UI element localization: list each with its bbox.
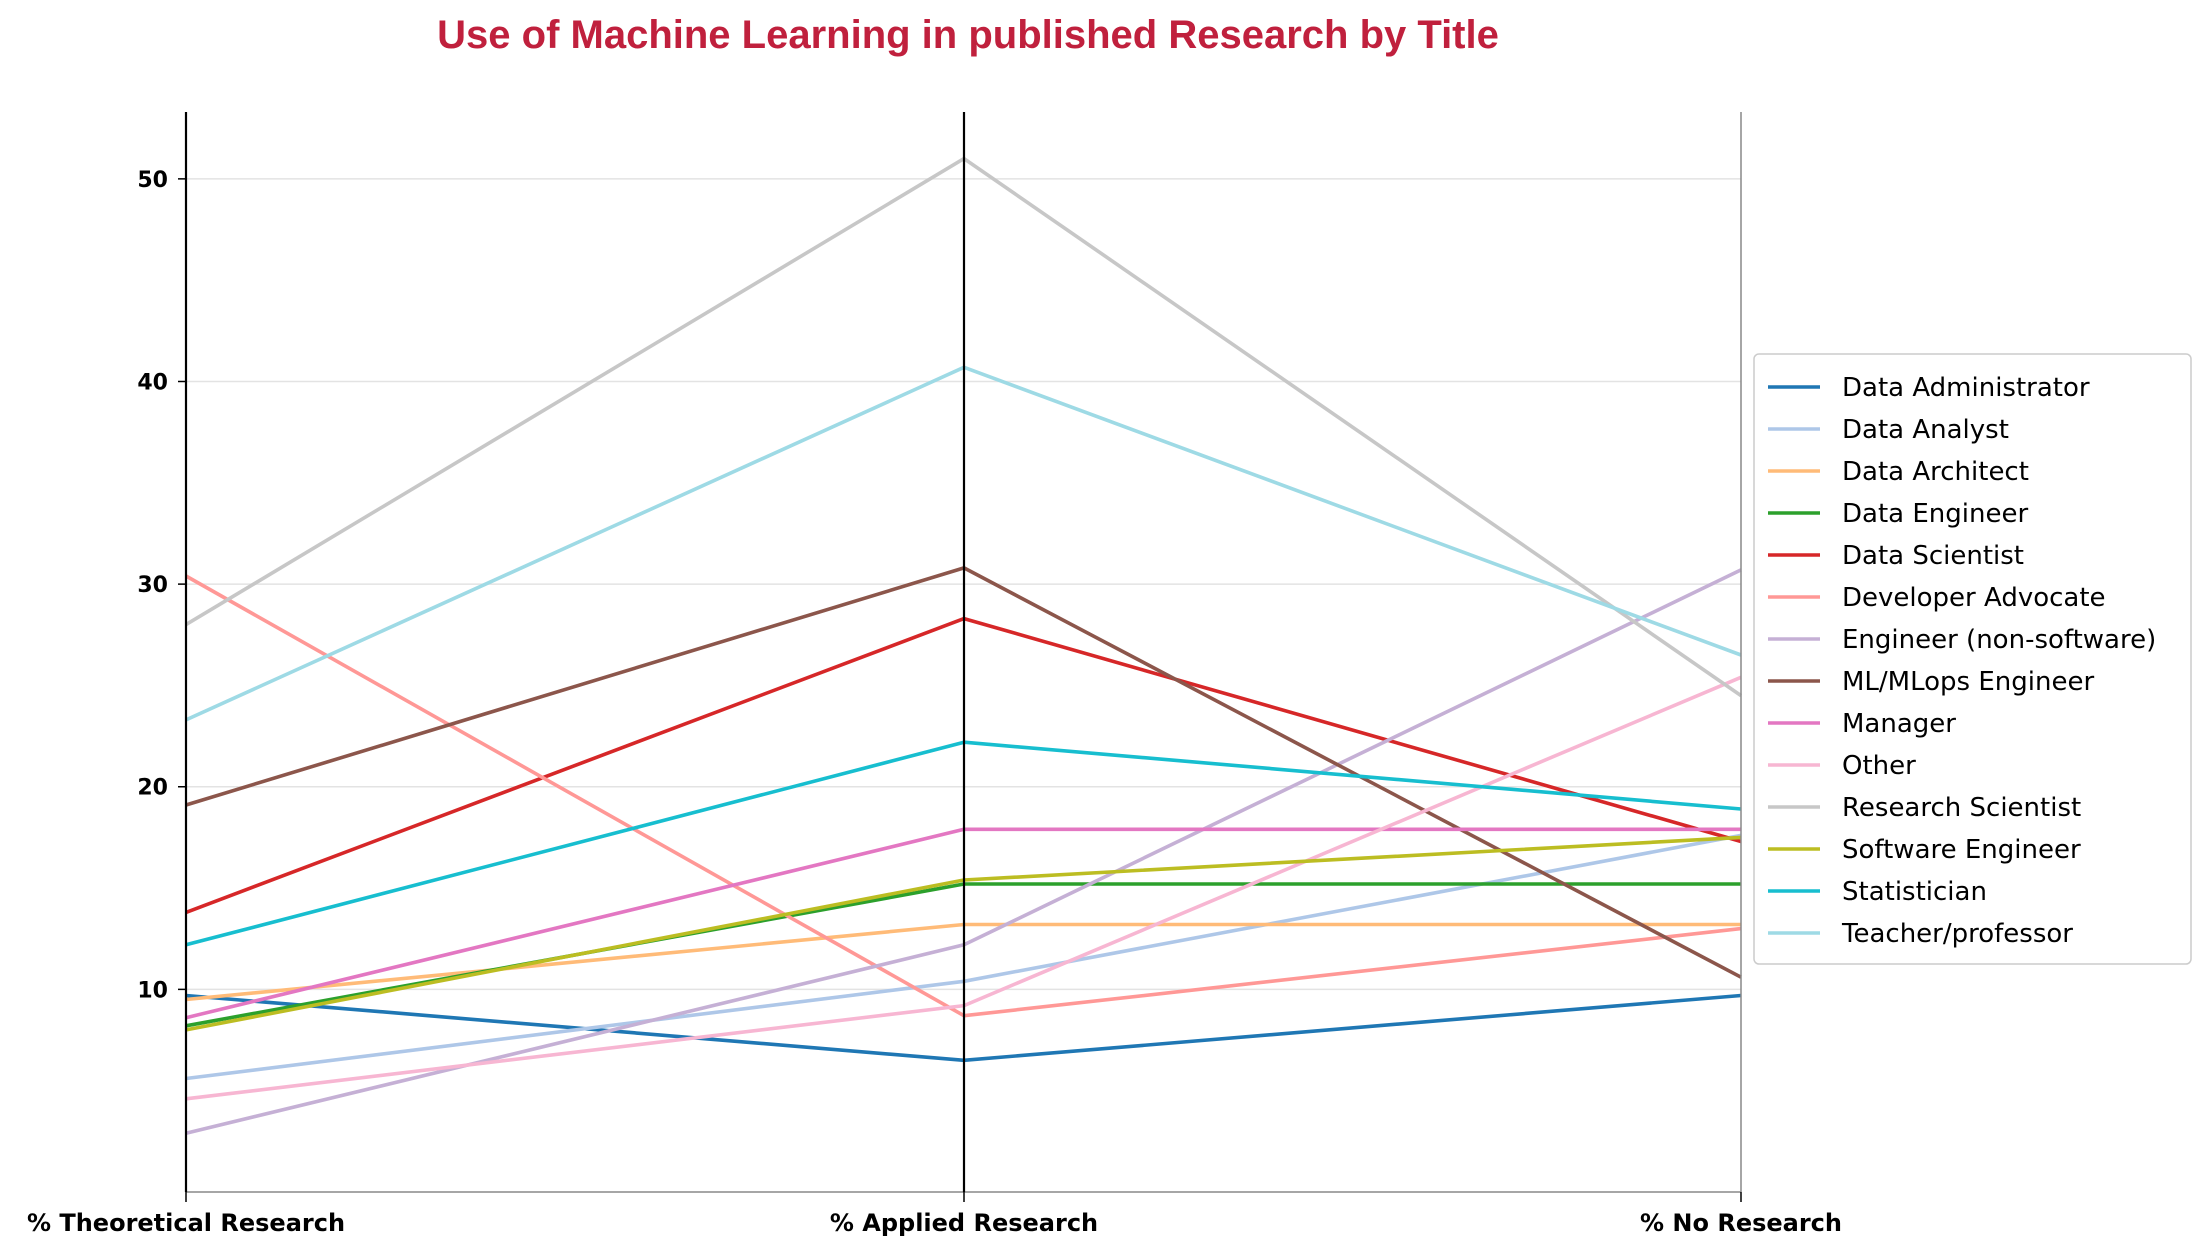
legend-box xyxy=(1753,353,2192,965)
legend-label-manager: Manager xyxy=(1842,709,1956,739)
legend: Data Administrator Data Analyst Data Archi… xyxy=(1753,353,2192,965)
legend-label-research-scientist: Research Scientist xyxy=(1842,793,2081,823)
legend-label-engineer-non-software: Engineer (non-software) xyxy=(1842,625,2156,655)
y-tick-label: 20 xyxy=(137,776,168,801)
y-tick-label: 50 xyxy=(137,168,168,193)
legend-label-ml-mlops-engineer: ML/MLops Engineer xyxy=(1842,667,2094,697)
legend-label-data-engineer: Data Engineer xyxy=(1842,499,2028,529)
y-tick-label: 10 xyxy=(137,978,168,1003)
y-tick-label: 40 xyxy=(137,370,168,395)
parallel-axes: % Theoretical Research % Applied Research… xyxy=(27,112,1842,1237)
chart-title: Use of Machine Learning in published Res… xyxy=(437,13,1499,57)
legend-label-other: Other xyxy=(1842,751,1916,781)
legend-label-statistician: Statistician xyxy=(1842,877,1987,907)
axis-label-no-research: % No Research xyxy=(1640,1209,1842,1237)
y-tick-label: 30 xyxy=(137,573,168,598)
axis-label-theoretical-research: % Theoretical Research xyxy=(27,1209,345,1237)
legend-label-data-architect: Data Architect xyxy=(1842,457,2029,487)
legend-label-data-administrator: Data Administrator xyxy=(1842,373,2090,403)
legend-label-teacher-professor: Teacher/professor xyxy=(1841,919,2073,949)
legend-label-data-analyst: Data Analyst xyxy=(1842,415,2009,445)
axis-label-applied-research: % Applied Research xyxy=(830,1209,1098,1237)
y-tick-labels: 10 20 30 40 50 xyxy=(137,168,186,1003)
legend-label-developer-advocate: Developer Advocate xyxy=(1842,583,2106,613)
legend-label-data-scientist: Data Scientist xyxy=(1842,541,2024,571)
legend-label-software-engineer: Software Engineer xyxy=(1842,835,2081,865)
